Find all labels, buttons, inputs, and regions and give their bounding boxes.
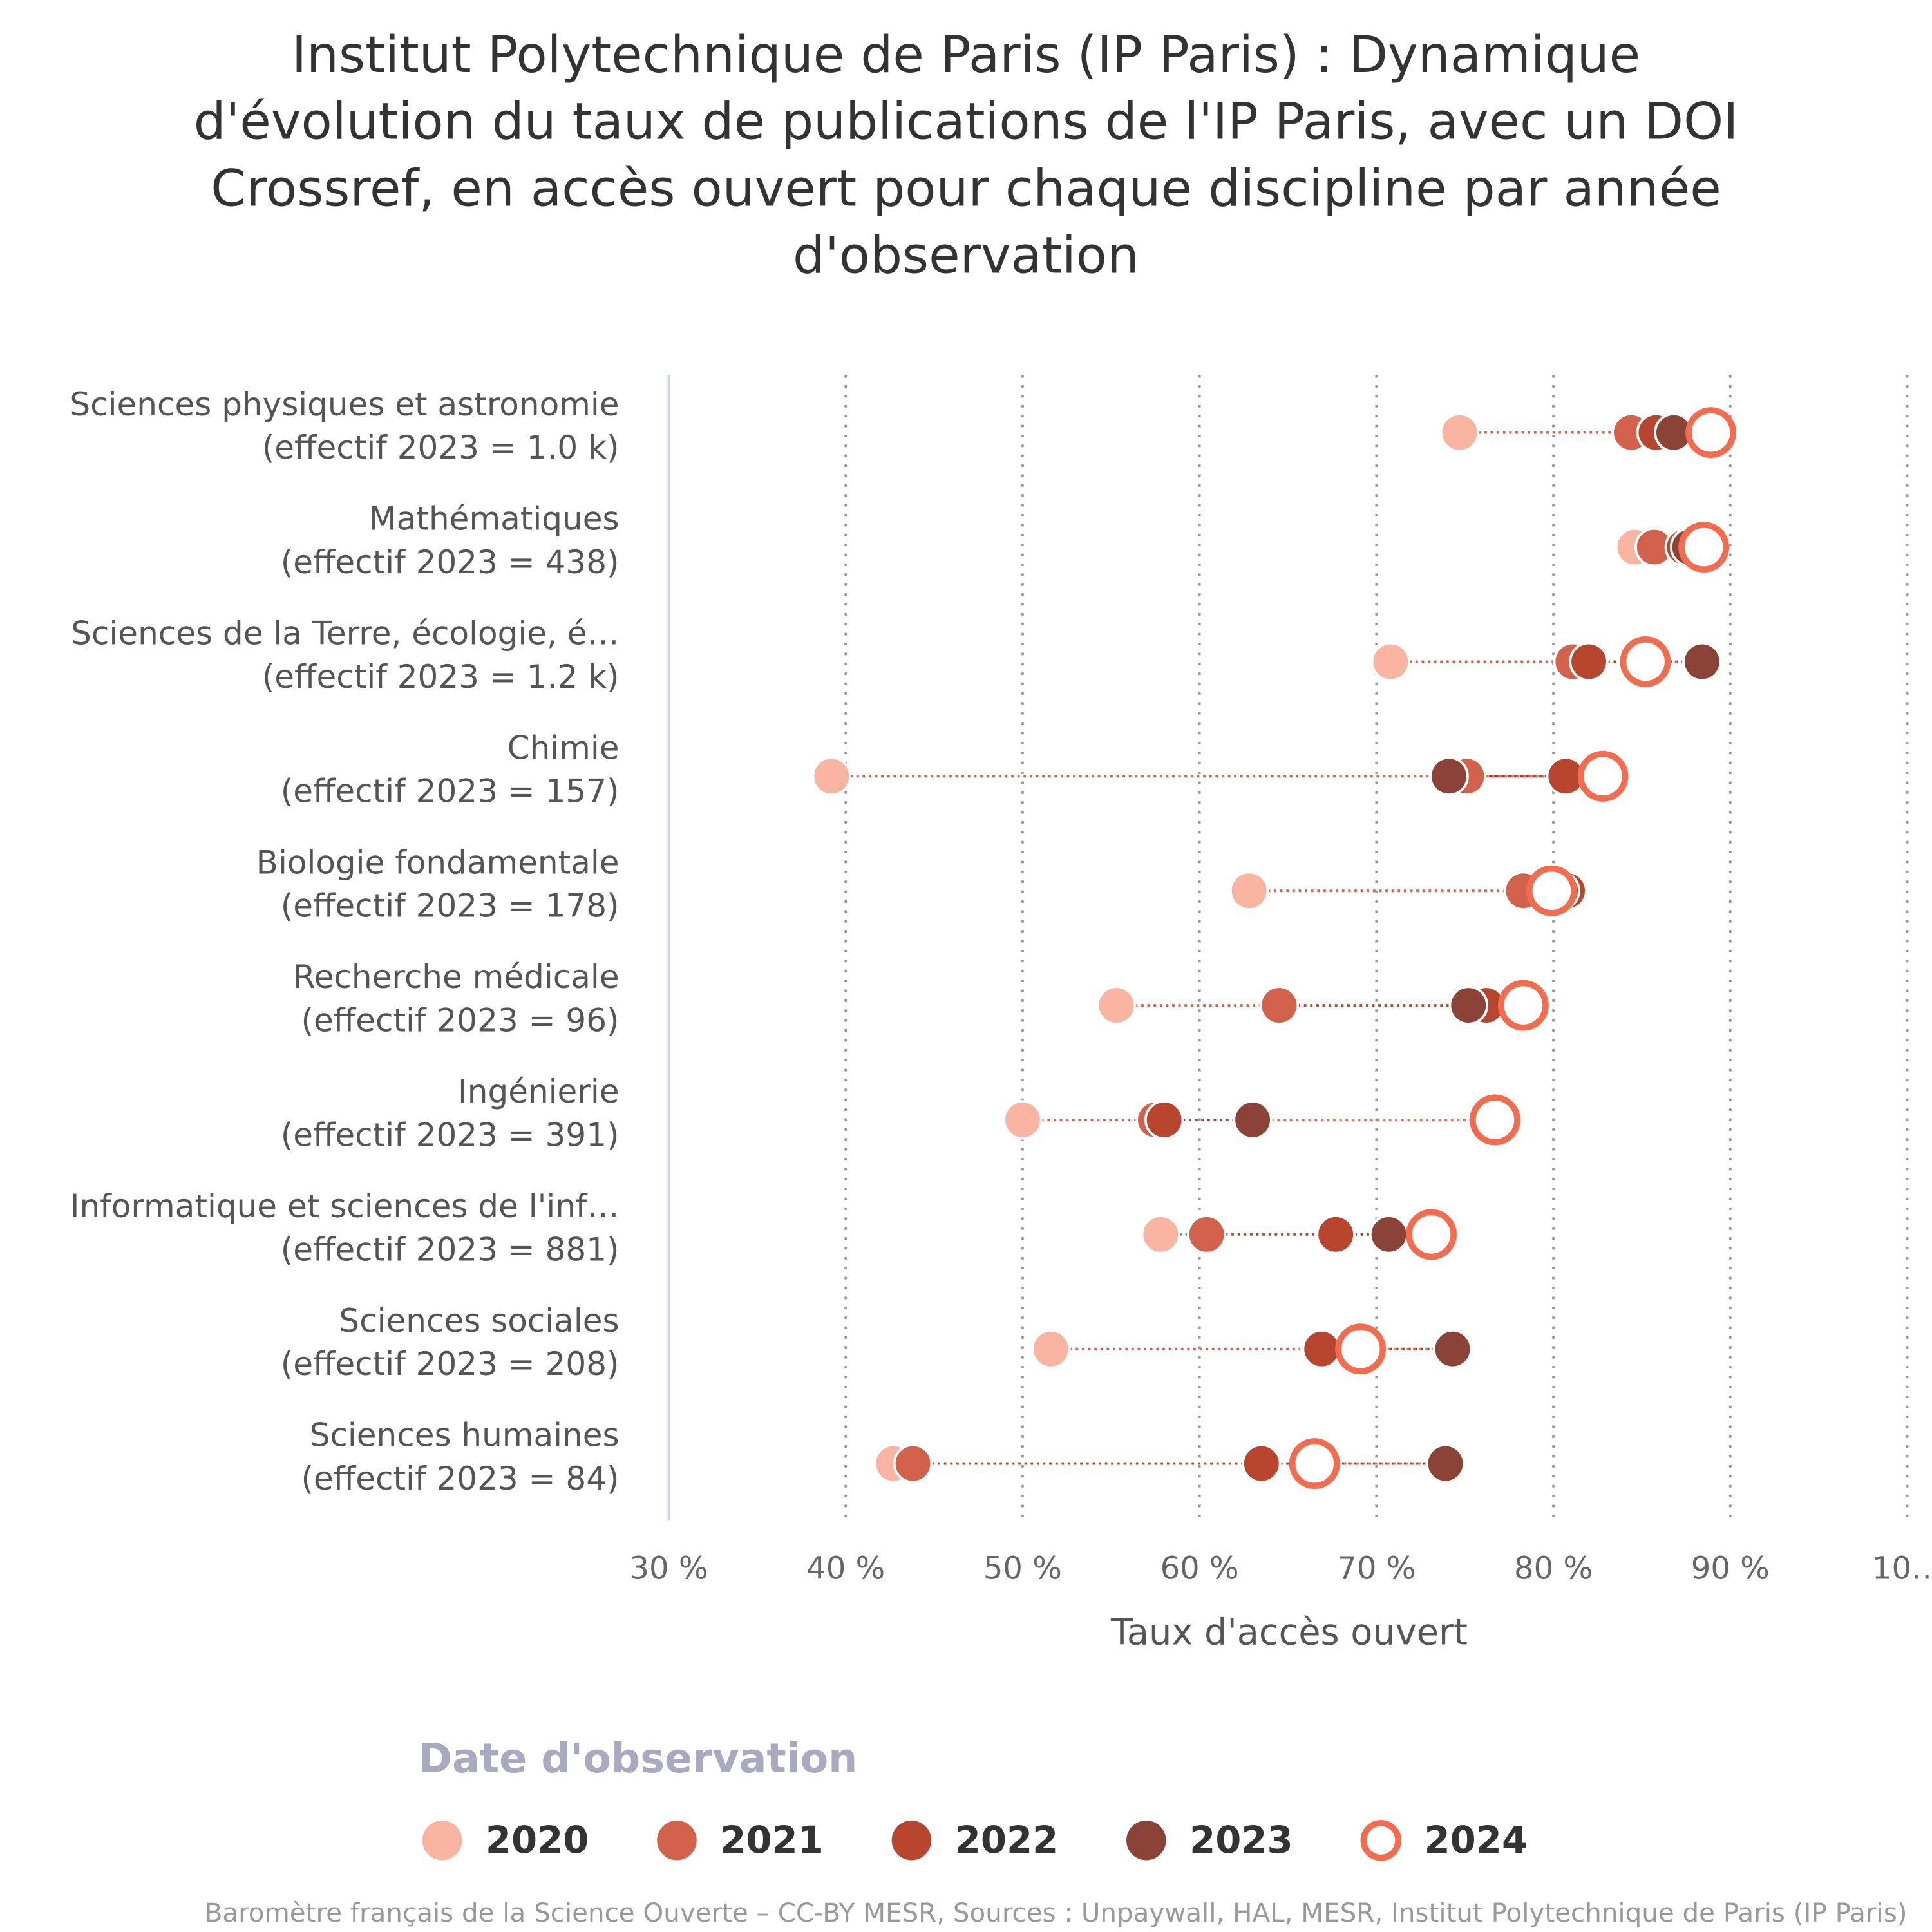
dot — [1141, 1215, 1180, 1255]
dot — [1470, 1094, 1520, 1146]
dot — [1335, 1323, 1387, 1375]
category-note: (effectif 2023 = 157) — [281, 773, 620, 810]
dot — [1186, 1215, 1227, 1255]
x-tick-label: 90 % — [1691, 1550, 1770, 1586]
dot — [1577, 750, 1629, 802]
legend-label: 2020 — [486, 1818, 589, 1862]
chart-title: Crossref, en accès ouvert pour chaque di… — [211, 159, 1721, 218]
x-tick-label: 10… — [1872, 1550, 1932, 1586]
dot — [1368, 1215, 1409, 1255]
category-note: (effectif 2023 = 881) — [281, 1231, 620, 1268]
category-label: Ingénierie — [458, 1073, 620, 1110]
dot — [1526, 865, 1577, 916]
dot — [1229, 871, 1269, 911]
legend-label: 2024 — [1425, 1818, 1528, 1862]
dot — [893, 1443, 933, 1484]
category-label: Sciences humaines — [310, 1417, 620, 1454]
category-note: (effectif 2023 = 178) — [281, 887, 620, 925]
legend-label: 2022 — [955, 1818, 1059, 1862]
x-tick-label: 60 % — [1160, 1550, 1239, 1586]
x-axis-title: Taux d'accès ouvert — [1110, 1612, 1468, 1654]
chart-title: d'évolution du taux de publications de l… — [194, 92, 1739, 151]
dot — [1144, 1100, 1184, 1140]
category-label: Mathématiques — [369, 500, 620, 538]
legend-marker — [657, 1820, 697, 1861]
dot — [1233, 1100, 1273, 1140]
dot — [1302, 1329, 1341, 1369]
category-note: (effectif 2023 = 1.0 k) — [262, 429, 620, 466]
legend-marker — [1126, 1820, 1166, 1861]
chart-title: Institut Polytechnique de Paris (IP Pari… — [292, 25, 1640, 84]
legend-title: Date d'observation — [418, 1734, 857, 1782]
category-note: (effectif 2023 = 391) — [281, 1116, 620, 1153]
dot — [1003, 1100, 1043, 1140]
x-tick-label: 80 % — [1514, 1550, 1593, 1586]
dot — [1497, 980, 1549, 1031]
dot — [1289, 1438, 1340, 1490]
dot — [1685, 407, 1737, 459]
category-label: Informatique et sciences de l'inf… — [70, 1188, 620, 1225]
dot — [1242, 1443, 1282, 1484]
dot — [1316, 1215, 1356, 1255]
category-note: (effectif 2023 = 96) — [301, 1001, 620, 1039]
category-label: Chimie — [507, 729, 620, 766]
category-note: (effectif 2023 = 208) — [281, 1345, 620, 1383]
dot — [1620, 636, 1671, 687]
x-tick-label: 70 % — [1337, 1550, 1416, 1586]
dot — [1569, 641, 1609, 682]
dot — [1678, 522, 1730, 573]
category-note: (effectif 2023 = 84) — [301, 1460, 620, 1497]
category-label: Sciences physiques et astronomie — [70, 386, 619, 423]
dot — [1682, 641, 1722, 682]
dot — [1432, 1329, 1473, 1369]
source-note: Baromètre français de la Science Ouverte… — [205, 1898, 1908, 1928]
category-note: (effectif 2023 = 438) — [281, 544, 620, 581]
legend-marker — [891, 1820, 932, 1861]
x-tick-label: 30 % — [629, 1550, 708, 1586]
dot — [1448, 985, 1488, 1025]
x-tick-label: 40 % — [806, 1550, 885, 1586]
legend-label: 2023 — [1189, 1818, 1293, 1862]
dot — [1406, 1209, 1457, 1260]
dot — [1439, 412, 1480, 453]
x-tick-label: 50 % — [983, 1550, 1062, 1586]
category-label: Recherche médicale — [293, 958, 619, 996]
dot — [1096, 985, 1137, 1025]
dot — [811, 756, 851, 797]
category-label: Sciences sociales — [339, 1302, 619, 1340]
dot — [1031, 1329, 1071, 1369]
category-label: Biologie fondamentale — [256, 844, 620, 881]
legend-marker — [422, 1820, 462, 1861]
dot — [1429, 756, 1469, 797]
legend-label: 2021 — [720, 1818, 824, 1862]
dot — [1370, 641, 1411, 682]
dot — [1259, 985, 1300, 1025]
category-note: (effectif 2023 = 1.2 k) — [262, 658, 620, 696]
legend-marker — [1360, 1819, 1401, 1861]
chart-title: d'observation — [793, 225, 1139, 285]
category-label: Sciences de la Terre, écologie, é… — [71, 615, 619, 652]
dot — [1425, 1443, 1466, 1484]
